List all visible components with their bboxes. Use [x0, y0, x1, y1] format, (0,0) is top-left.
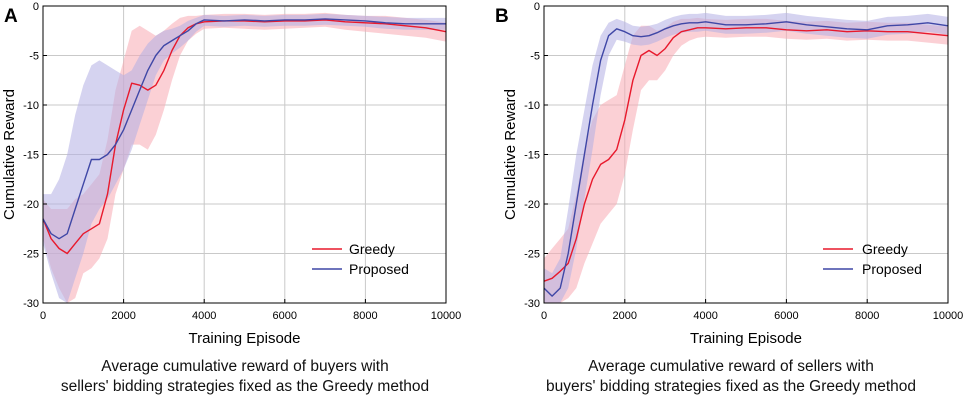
panel-a-caption: Average cumulative reward of buyers with… — [10, 357, 480, 397]
panel-a-ytick-label: -30 — [23, 298, 39, 310]
panel-a-xtick-label: 4000 — [192, 310, 216, 322]
panel-a-ytick-label: 0 — [33, 1, 39, 13]
panel-b-greedy-line — [543, 27, 949, 282]
panel-b-bands — [544, 12, 948, 304]
panel-b-proposed-line — [543, 21, 949, 297]
panel-b-caption: Average cumulative reward of sellers wit… — [496, 357, 966, 397]
panel-a-caption-line-2: sellers' bidding strategies fixed as the… — [60, 378, 430, 395]
panel-b-ytick-label: -5 — [530, 51, 540, 63]
panel-b-ytick-label: -30 — [524, 298, 540, 310]
panel-a-ytick-label: -15 — [23, 150, 39, 162]
panel-b-ytick-label: -15 — [524, 150, 540, 162]
panel-b-legend-greedy-label: Greedy — [862, 241, 908, 257]
panel-b-caption-line-2: buyers' bidding strategies fixed as the … — [545, 378, 916, 395]
panel-a-proposed-line — [42, 18, 446, 240]
panel-b-ytick-label: -20 — [524, 199, 540, 211]
panel-a-ytick-label: -20 — [23, 199, 39, 211]
panel-a-xtick-label: 8000 — [353, 310, 377, 322]
panel-b-xlabel: Training Episode — [690, 330, 802, 347]
panel-b-lines — [543, 21, 949, 297]
panel-a-ytick-label: -5 — [29, 51, 39, 63]
panel-a-proposed-band — [43, 13, 446, 304]
panel-a-xtick-label: 6000 — [273, 310, 297, 322]
panel-a-greedy-line — [42, 19, 447, 255]
panel-b-ylabel: Cumulative Reward — [502, 89, 519, 220]
panel-a-xtick-label: 0 — [40, 310, 46, 322]
panel-a-bands — [43, 12, 446, 304]
panel-b-xtick-label: 0 — [541, 310, 547, 322]
panel-b-ytick-label: -25 — [524, 249, 540, 261]
panel-b: B 0 2000 4000 6000 8000 10000 -30 -25 -20 -15 -10 -… — [495, 1, 963, 347]
panel-b-xtick-label: 6000 — [774, 310, 798, 322]
panel-a-ytick-label: -25 — [23, 249, 39, 261]
panel-b-xtick-label: 8000 — [855, 310, 879, 322]
panel-a-ytick-label: -10 — [23, 100, 39, 112]
panel-a-xlabel: Training Episode — [188, 330, 300, 347]
panel-b-xtick-label: 4000 — [693, 310, 717, 322]
panel-a-lines — [42, 18, 447, 255]
panel-a-caption-line-1: Average cumulative reward of buyers with — [101, 358, 389, 375]
panel-b-letter: B — [495, 6, 509, 27]
panel-b-ytick-label: -10 — [524, 100, 540, 112]
panel-b-legend: Greedy Proposed — [823, 241, 922, 277]
panel-a-ticks: 0 2000 4000 6000 8000 10000 -30 -25 -20 -15 -10 -5 0 — [23, 1, 461, 322]
panel-b-greedy-band — [544, 17, 948, 304]
panel-b-caption-line-1: Average cumulative reward of sellers wit… — [588, 358, 874, 375]
panel-a-legend-proposed-label: Proposed — [349, 261, 409, 277]
panel-a-ylabel: Cumulative Reward — [1, 89, 18, 220]
panel-b-ticks: 0 2000 4000 6000 8000 10000 -30 -25 -20 -15 -10 -5 0 — [524, 1, 963, 322]
panel-a-legend-greedy-label: Greedy — [349, 241, 395, 257]
panel-b-legend-proposed-label: Proposed — [862, 261, 922, 277]
panel-a-letter: A — [4, 6, 18, 27]
panel-a: A 0 2000 4000 6000 8000 10000 -30 -25 -20 -15 -10 -… — [1, 1, 461, 347]
panel-a-xtick-label: 2000 — [111, 310, 135, 322]
panel-a-xtick-label: 10000 — [431, 310, 462, 322]
panel-b-xtick-label: 10000 — [933, 310, 964, 322]
panel-a-legend: Greedy Proposed — [312, 241, 409, 277]
panel-b-ytick-label: 0 — [534, 1, 540, 13]
panel-b-xtick-label: 2000 — [613, 310, 637, 322]
